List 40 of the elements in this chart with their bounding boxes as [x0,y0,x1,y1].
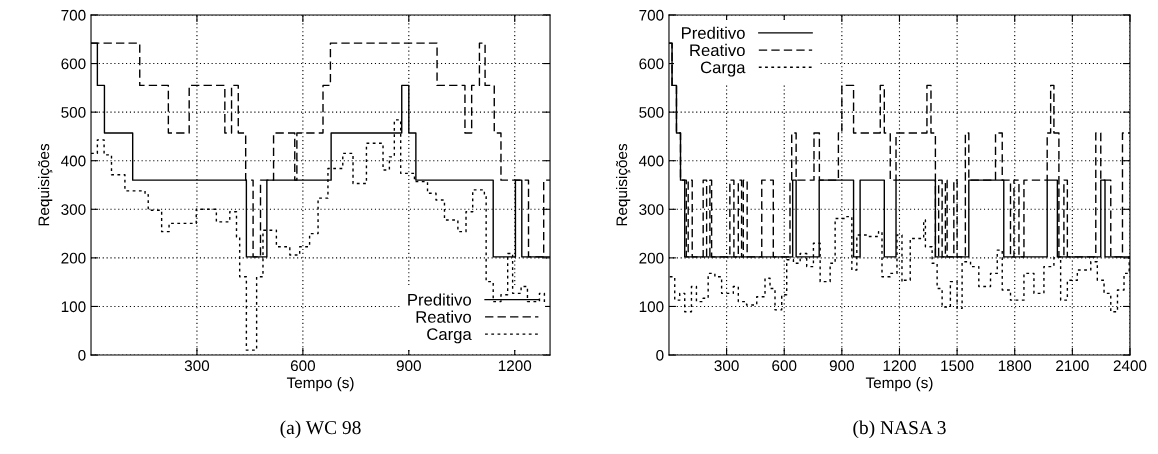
x-tick-label: 300 [714,360,739,372]
y-tick-label: 100 [639,301,664,313]
x-tick-label: 1800 [998,360,1032,372]
y-tick-label: 700 [61,9,86,21]
y-tick-label: 300 [61,204,86,215]
x-tick-label: 1200 [883,360,916,372]
x-tick-label: 900 [829,360,854,372]
x-tick-label: 300 [184,360,210,372]
x-tick-label: 900 [396,360,421,372]
x-tick-label: 600 [772,360,797,372]
y-tick-label: 0 [78,349,86,361]
legend-label: Reativo [416,310,472,323]
y-tick-label: 500 [61,107,86,118]
legend-label: Preditivo [408,293,472,306]
legend-label: Carga [427,328,472,344]
text: (a) WC 98 [280,420,361,439]
x-tick-label: 600 [290,360,316,372]
y-tick-label: 400 [61,155,86,167]
legend-label: Reativo [690,43,745,57]
y-axis-title: Requisições [615,143,631,226]
x-tick-label: 2400 [1113,360,1147,372]
y-tick-label: 0 [656,349,664,361]
y-tick-label: 200 [61,252,86,264]
legend-label: Preditivo [682,26,745,39]
y-tick-label: 600 [639,58,664,70]
y-tick-label: 400 [638,155,664,167]
y-tick-label: 100 [61,301,86,313]
x-tick-label: 1200 [498,360,532,372]
y-tick-label: 600 [61,58,86,70]
x-tick-label: 1500 [941,360,974,372]
y-tick-label: 300 [639,204,664,215]
y-tick-label: 500 [639,107,664,118]
legend-label: Carga [700,61,746,77]
x-axis-title: Tempo (s) [286,376,354,392]
text: (b) NASA 3 [853,420,946,439]
x-axis-title: Tempo (s) [865,376,933,392]
x-tick-label: 2100 [1056,360,1089,372]
y-tick-label: 200 [639,252,664,264]
y-tick-label: 700 [639,9,664,21]
y-axis-title: Requisições [38,143,53,226]
